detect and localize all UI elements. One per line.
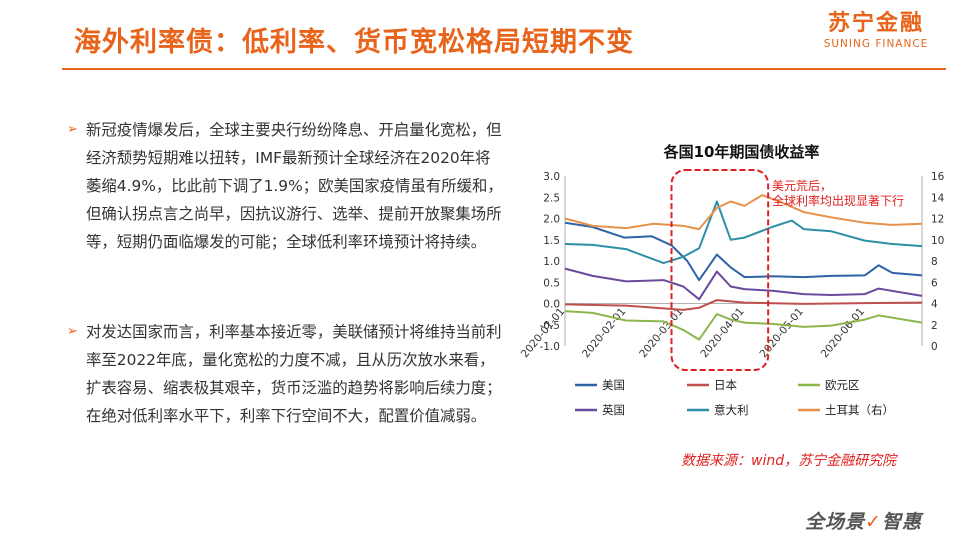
legend-label-2: 日本: [714, 378, 737, 392]
y-left-tick-label: -0.5: [540, 320, 561, 332]
y-left-tick-label: 1.5: [543, 235, 560, 247]
paragraph-2: ➢ 对发达国家而言，利率基本接近零，美联储预计将维持当前利率至2022年底，量化…: [67, 318, 504, 430]
y-left-tick-label: 2.0: [543, 214, 560, 226]
series-line-2: [564, 299, 923, 311]
y-left-tick-label: 1.0: [543, 256, 560, 268]
series-line-5: [564, 200, 923, 265]
y-right-tick-label: 10: [931, 235, 944, 247]
y-right-tick-label: 12: [931, 214, 944, 226]
highlight-box: [670, 169, 770, 371]
page-title: 海外利率债：低利率、货币宽松格局短期不变: [74, 27, 634, 58]
series-line-1: [564, 221, 923, 282]
x-tick-label: 2020-04-01: [698, 306, 746, 360]
arrow-bullet-icon: ➢: [67, 324, 78, 339]
y-right-tick-label: 6: [931, 277, 938, 289]
y-right-tick-label: 16: [931, 171, 945, 183]
y-left-tick-label: 0.5: [543, 277, 560, 289]
y-right-tick-label: 4: [931, 299, 938, 311]
arrow-bullet-icon: ➢: [67, 122, 78, 137]
x-tick-label: 2020-05-01: [758, 306, 806, 360]
legend-label-3: 欧元区: [825, 378, 860, 392]
data-source-note: 数据来源：wind，苏宁金融研究院: [681, 453, 897, 469]
footer-slogan: 全场景✓智惠: [805, 507, 922, 534]
legend-label-1: 美国: [602, 378, 625, 392]
x-tick-label: 2020-02-01: [580, 306, 628, 360]
check-mark-icon: ✓: [865, 511, 882, 533]
logo-en: SUNING FINANCE: [823, 38, 929, 50]
series-line-4: [564, 267, 923, 301]
series-line-6: [564, 194, 923, 231]
y-left-tick-label: -1.0: [540, 341, 561, 353]
chart-title: 各国10年期国债收益率: [663, 143, 820, 161]
chart-annotation: 美元荒后，全球利率均出现显著下行: [772, 179, 904, 208]
x-tick-label: 2020-06-01: [819, 306, 867, 360]
y-left-tick-label: 0.0: [543, 299, 560, 311]
y-left-tick-label: 2.5: [543, 192, 560, 204]
title-divider: [62, 68, 946, 70]
legend-label-5: 意大利: [714, 403, 749, 417]
paragraph-1: ➢ 新冠疫情爆发后，全球主要央行纷纷降息、开启量化宽松，但经济颓势短期难以扭转，…: [67, 116, 504, 256]
series-line-3: [564, 310, 923, 341]
x-tick-label: 2020-03-01: [637, 306, 685, 360]
y-right-tick-label: 8: [931, 256, 938, 268]
slogan-part-1: 全场景: [805, 511, 866, 533]
slogan-part-2: 智惠: [881, 511, 922, 533]
paragraph-1-text: 新冠疫情爆发后，全球主要央行纷纷降息、开启量化宽松，但经济颓势短期难以扭转，IM…: [86, 121, 503, 251]
paragraph-2-text: 对发达国家而言，利率基本接近零，美联储预计将维持当前利率至2022年底，量化宽松…: [86, 323, 502, 425]
y-right-tick-label: 2: [931, 320, 938, 332]
suning-finance-logo: 苏宁金融 SUNING FINANCE: [816, 10, 936, 50]
y-left-tick-label: 3.0: [543, 171, 560, 183]
y-right-tick-label: 14: [931, 192, 945, 204]
legend-label-4: 英国: [602, 403, 625, 417]
y-right-tick-label: 0: [931, 341, 938, 353]
legend-label-6: 土耳其（右）: [825, 403, 894, 417]
logo-cn: 苏宁金融: [827, 11, 924, 36]
